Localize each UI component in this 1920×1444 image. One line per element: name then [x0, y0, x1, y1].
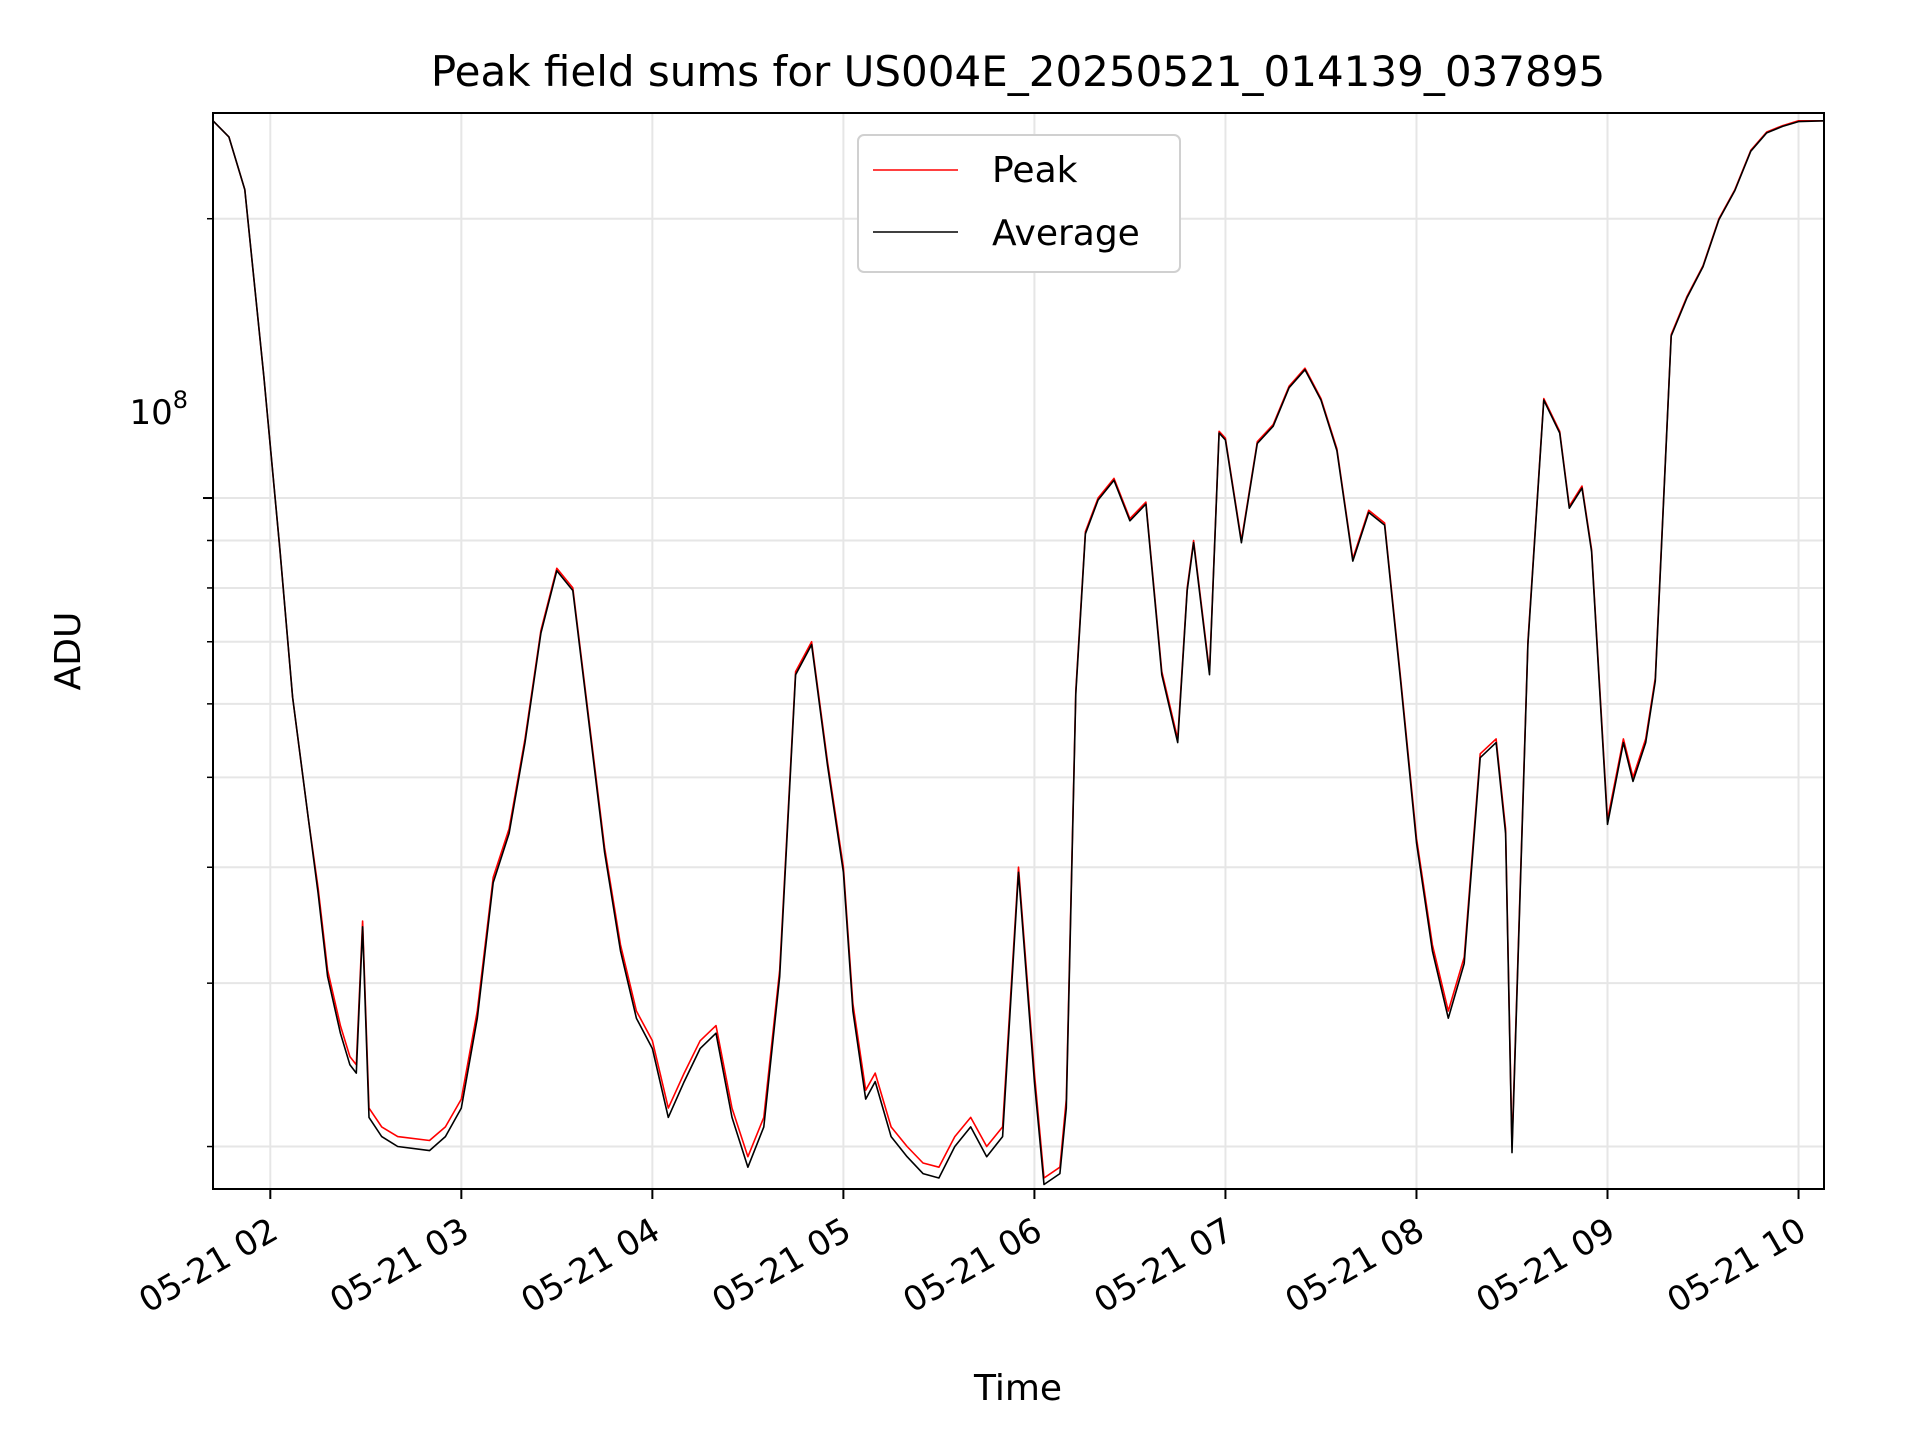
- plot-frame: [212, 112, 1825, 1190]
- legend: Peak Average: [857, 134, 1181, 273]
- grid-lines: [213, 113, 1824, 1189]
- y-axis-label: ADU: [48, 612, 89, 691]
- chart-title: Peak field sums for US004E_20250521_0141…: [431, 47, 1605, 96]
- legend-label-peak: Peak: [992, 150, 1078, 191]
- x-axis-label: Time: [973, 1368, 1062, 1409]
- series-line-average: [212, 120, 1825, 1186]
- series-lines: [212, 120, 1825, 1186]
- y-tick-label-1e8: 108: [129, 386, 188, 433]
- legend-label-average: Average: [992, 213, 1140, 254]
